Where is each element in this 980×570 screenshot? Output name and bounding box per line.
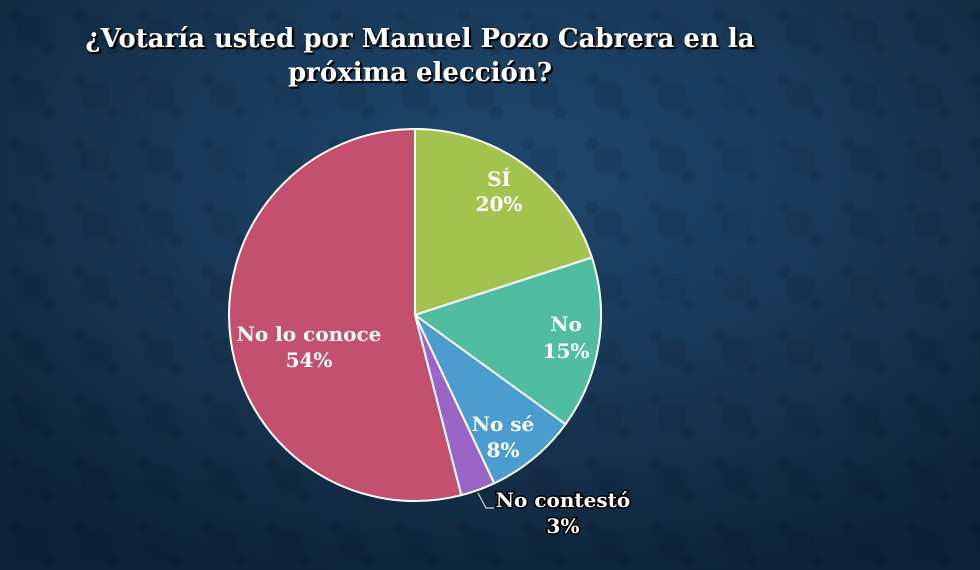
label-no-se-name: No sé: [472, 412, 535, 436]
chart-title-line-2: próxima elección?: [288, 58, 552, 88]
label-si-pct: 20%: [476, 192, 523, 216]
pie-slice-no: [414, 256, 602, 426]
label-no-contesto: No contestó 3%: [494, 487, 631, 540]
chart-title: ¿Votaría usted por Manuel Pozo Cabrera e…: [60, 22, 780, 90]
label-no-contesto-pct: 3%: [547, 514, 580, 538]
label-no-name: No: [550, 312, 582, 336]
chart-title-line-1: ¿Votaría usted por Manuel Pozo Cabrera e…: [85, 24, 755, 54]
label-no-lo-conoce-name: No lo conoce: [237, 322, 382, 346]
label-si-name: SÍ: [487, 167, 511, 191]
label-no: No 15%: [543, 312, 590, 363]
pie-slice-no-lo-conoce: [228, 128, 463, 502]
label-no-contesto-name: No contestó: [496, 488, 630, 512]
no-contesto-leader-line: [477, 492, 494, 509]
label-no-lo-conoce: No lo conoce 54%: [237, 322, 382, 372]
label-no-se-pct: 8%: [487, 438, 520, 462]
label-si: SÍ 20%: [476, 167, 523, 216]
pie-slices: [228, 128, 602, 502]
label-no-lo-conoce-pct: 54%: [286, 348, 333, 372]
label-no-se: No sé 8%: [472, 412, 535, 462]
pie-slice-no-se: [414, 314, 567, 485]
label-no-pct: 15%: [543, 339, 590, 363]
pie-slice-si: [414, 128, 593, 316]
